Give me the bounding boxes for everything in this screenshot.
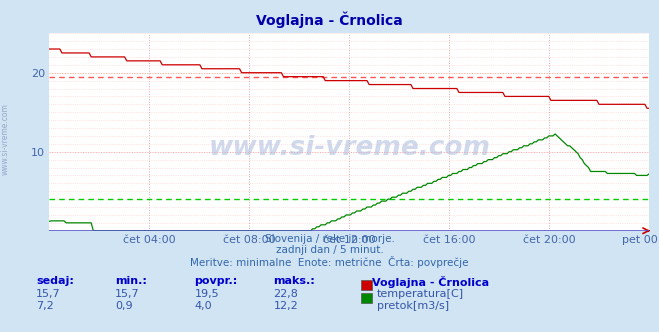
Text: Slovenija / reke in morje.: Slovenija / reke in morje. [264,234,395,244]
Text: 7,2: 7,2 [36,301,54,311]
Text: 15,7: 15,7 [115,289,140,299]
Text: zadnji dan / 5 minut.: zadnji dan / 5 minut. [275,245,384,255]
Text: povpr.:: povpr.: [194,276,238,286]
Text: www.si-vreme.com: www.si-vreme.com [208,135,490,161]
Text: pretok[m3/s]: pretok[m3/s] [377,301,449,311]
Text: Voglajna - Črnolica: Voglajna - Črnolica [256,12,403,28]
Text: Voglajna - Črnolica: Voglajna - Črnolica [372,276,490,288]
Text: 4,0: 4,0 [194,301,212,311]
Text: 22,8: 22,8 [273,289,299,299]
Text: sedaj:: sedaj: [36,276,74,286]
Text: maks.:: maks.: [273,276,315,286]
Text: 0,9: 0,9 [115,301,133,311]
Text: temperatura[C]: temperatura[C] [377,289,464,299]
Text: 19,5: 19,5 [194,289,219,299]
Text: www.si-vreme.com: www.si-vreme.com [1,104,10,175]
Text: min.:: min.: [115,276,147,286]
Text: 12,2: 12,2 [273,301,299,311]
Text: Meritve: minimalne  Enote: metrične  Črta: povprečje: Meritve: minimalne Enote: metrične Črta:… [190,256,469,268]
Text: 15,7: 15,7 [36,289,61,299]
